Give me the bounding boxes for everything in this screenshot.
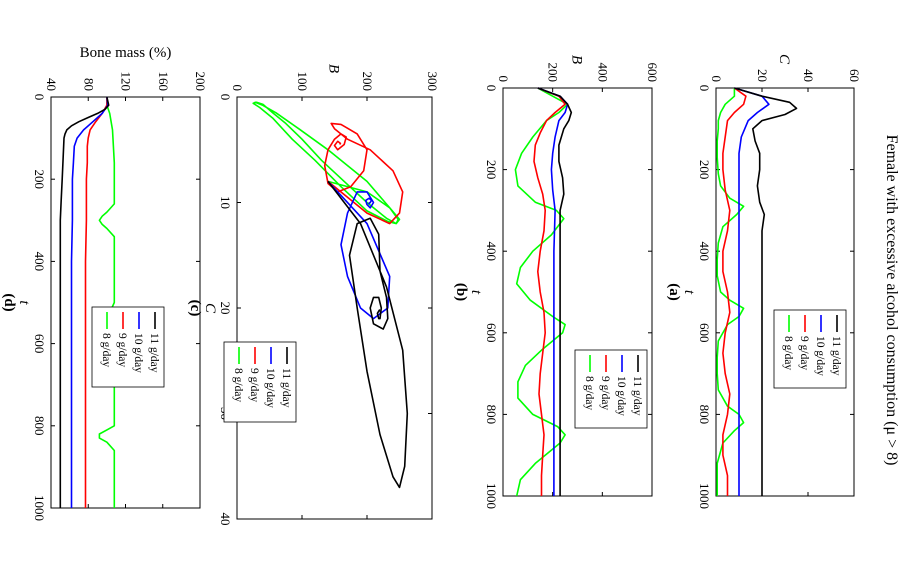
y-axis-label: B	[569, 55, 585, 64]
x-axis-label: t	[681, 290, 697, 295]
legend-box	[773, 309, 847, 389]
panel-a: 0 200 400 600 800 1000 0 20 40 60 t C (a) 11 g/day 10 …	[666, 54, 862, 509]
legend-entry: 11 g/day	[280, 368, 292, 408]
y-tick-label: 600	[645, 63, 660, 83]
y-tick-label: 400	[595, 63, 610, 83]
x-tick-label: 0	[484, 85, 499, 92]
x-tick-label: 10	[218, 196, 233, 209]
y-axis-label: Bone mass (%)	[80, 45, 172, 61]
x-tick-label: 400	[484, 241, 499, 261]
x-tick-label: 1000	[697, 483, 712, 509]
x-tick-label: 200	[697, 160, 712, 180]
x-axis-label: t	[16, 300, 32, 305]
x-tick-label: 400	[32, 252, 47, 272]
y-tick-label: 60	[847, 69, 862, 82]
series-line-11-g-day	[734, 87, 798, 496]
legend-box	[574, 349, 648, 429]
panel-label: (c)	[187, 300, 203, 317]
x-tick-label: 20	[218, 302, 233, 315]
y-tick-label: 100	[295, 72, 310, 92]
series-line-8-g-day	[98, 97, 116, 508]
x-tick-label: 200	[484, 160, 499, 180]
axes-box	[715, 87, 855, 497]
series-line-10-g-day	[734, 87, 770, 496]
x-axis-label: t	[468, 290, 484, 295]
x-tick-label: 0	[218, 94, 233, 101]
panel-label: (a)	[666, 283, 682, 301]
y-tick-label: 40	[44, 78, 59, 91]
y-tick-label: 80	[81, 78, 96, 91]
x-tick-label: 800	[32, 416, 47, 436]
series-line-10-g-day	[537, 87, 569, 496]
legend-entry: 9 g/day	[798, 336, 810, 370]
panel-label: (b)	[453, 283, 469, 301]
legend-entry: 10 g/day	[264, 368, 276, 408]
y-tick-label: 0	[496, 76, 511, 83]
x-tick-label: 200	[32, 169, 47, 189]
x-tick-label: 800	[484, 405, 499, 425]
series-line-8-g-day	[514, 87, 569, 497]
legend-entry: 11 g/day	[631, 376, 643, 416]
x-tick-label: 40	[218, 513, 233, 526]
series-line-11-g-day	[537, 87, 573, 496]
y-tick-label: 160	[156, 72, 171, 92]
y-tick-label: 200	[546, 63, 561, 83]
legend-entry: 10 g/day	[132, 333, 144, 373]
legend-entry: 9 g/day	[116, 333, 128, 367]
legend-entry: 8 g/day	[583, 376, 595, 410]
x-tick-label: 0	[697, 85, 712, 92]
x-tick-label: 0	[32, 94, 47, 101]
axes-box	[502, 87, 653, 497]
legend-entry: 9 g/day	[248, 368, 260, 402]
series-line-10-g-day	[70, 96, 109, 508]
y-tick-label: 120	[119, 72, 134, 92]
legend-entry: 11 g/day	[830, 336, 842, 376]
series-line-8-g-day	[716, 88, 745, 496]
y-axis-label: B	[326, 64, 342, 73]
y-tick-label: 200	[360, 72, 375, 92]
legend-entry: 10 g/day	[615, 376, 627, 416]
y-tick-label: 20	[755, 69, 770, 82]
x-tick-label: 1000	[32, 495, 47, 521]
legend-box	[91, 306, 165, 388]
legend-entry: 8 g/day	[100, 333, 112, 367]
series-line-9-g-day	[533, 87, 566, 496]
x-tick-label: 400	[697, 241, 712, 261]
legend-entry: 11 g/day	[148, 333, 160, 373]
x-tick-label: 800	[697, 405, 712, 425]
x-tick-label: 600	[484, 323, 499, 343]
legend-entry: 8 g/day	[232, 368, 244, 402]
series-line-10-g-day	[327, 180, 391, 320]
series-line-9-g-day	[84, 97, 108, 508]
figure-title: Female with excessive alcohol consumptio…	[883, 135, 900, 466]
y-tick-label: 0	[709, 76, 724, 83]
y-axis-label: C	[776, 54, 792, 65]
legend-entry: 10 g/day	[814, 336, 826, 376]
panel-b: 0 200 400 600 800 1000 0 200 400 600 t B (b) 11 g/day…	[453, 55, 660, 509]
y-tick-label: 0	[230, 85, 245, 92]
x-axis-label: C	[202, 303, 218, 314]
x-tick-label: 1000	[484, 483, 499, 509]
series-line-11-g-day	[59, 96, 110, 508]
y-tick-label: 300	[425, 72, 440, 92]
series-line-9-g-day	[722, 87, 747, 496]
x-tick-label: 600	[32, 334, 47, 354]
series-line-11-g-day	[327, 180, 409, 489]
legend-entry: 8 g/day	[782, 336, 794, 370]
y-tick-label: 40	[801, 69, 816, 82]
x-tick-label: 600	[697, 323, 712, 343]
series-line-9-g-day	[323, 122, 404, 225]
axes-box	[236, 96, 433, 520]
panel-d: 0 200 400 600 800 1000 40 80 120 160 200 t Bone mass…	[1, 45, 208, 521]
y-tick-label: 200	[193, 72, 208, 92]
series-line-8-g-day	[252, 101, 401, 225]
legend-entry: 9 g/day	[599, 376, 611, 410]
legend-box	[223, 341, 297, 423]
panel-label: (d)	[1, 293, 17, 311]
